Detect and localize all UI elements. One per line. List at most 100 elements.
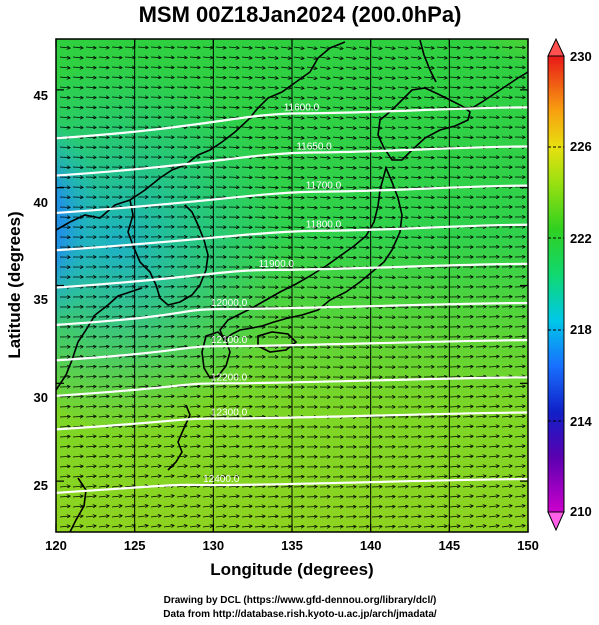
wind-vector-arrow: [293, 127, 304, 128]
wind-vector-arrow: [501, 396, 512, 397]
wind-vector-arrow: [449, 77, 460, 78]
wind-vector-arrow: [59, 117, 70, 118]
wind-vector-arrow: [202, 107, 213, 108]
wind-vector-arrow: [358, 157, 369, 158]
wind-vector-arrow: [111, 436, 122, 437]
wind-vector-arrow: [59, 446, 70, 447]
wind-vector-arrow: [215, 446, 226, 447]
wind-vector-arrow: [371, 157, 382, 158]
wind-vector-arrow: [254, 147, 265, 148]
wind-vector-arrow: [306, 57, 317, 59]
wind-vector-arrow: [59, 157, 70, 158]
contour-label: 11600.0: [284, 102, 320, 113]
wind-vector-arrow: [306, 237, 317, 238]
wind-vector-arrow: [293, 187, 304, 188]
wind-vector-arrow: [215, 137, 226, 138]
wind-vector-arrow: [514, 386, 525, 387]
wind-vector-arrow: [397, 237, 408, 238]
wind-vector-arrow: [488, 426, 499, 427]
wind-vector-arrow: [189, 396, 200, 397]
wind-vector-arrow: [280, 217, 291, 218]
wind-vector-arrow: [228, 127, 239, 128]
wind-vector-arrow: [59, 416, 70, 417]
wind-vector-arrow: [332, 247, 343, 248]
wind-vector-arrow: [475, 406, 486, 407]
wind-vector-arrow: [124, 436, 135, 437]
wind-vector-arrow: [488, 57, 499, 58]
chart-title: MSM 00Z18Jan2024 (200.0hPa): [139, 2, 462, 27]
y-tick-label: 40: [34, 195, 48, 210]
wind-vector-arrow: [306, 157, 317, 158]
wind-vector-arrow: [124, 67, 135, 68]
wind-vector-arrow: [150, 416, 161, 417]
wind-vector-arrow: [176, 87, 187, 88]
wind-vector-arrow: [267, 177, 278, 178]
colorbar-tick-label: 210: [570, 504, 592, 519]
wind-vector-arrow: [462, 47, 473, 48]
wind-vector-arrow: [228, 446, 239, 447]
wind-vector-arrow: [384, 167, 395, 168]
wind-vector-arrow: [449, 87, 460, 88]
wind-vector-arrow: [319, 287, 330, 288]
wind-vector-arrow: [111, 67, 122, 68]
wind-vector-arrow: [189, 57, 200, 58]
wind-vector-arrow: [280, 77, 291, 78]
wind-vector-arrow: [358, 107, 369, 108]
wind-vector-arrow: [332, 47, 343, 49]
wind-vector-arrow: [137, 376, 148, 377]
wind-vector-arrow: [306, 87, 317, 88]
wind-vector-arrow: [410, 127, 421, 128]
wind-vector-arrow: [319, 157, 330, 158]
wind-vector-arrow: [85, 57, 96, 58]
wind-vector-arrow: [176, 356, 187, 357]
wind-vector-arrow: [384, 117, 395, 118]
wind-vector-arrow: [189, 366, 200, 367]
wind-vector-arrow: [410, 87, 421, 88]
wind-vector-arrow: [85, 87, 96, 88]
wind-vector-arrow: [85, 456, 96, 457]
wind-vector-arrow: [384, 77, 395, 78]
wind-vector-arrow: [59, 107, 70, 108]
wind-vector-arrow: [306, 97, 317, 98]
wind-vector-arrow: [462, 87, 473, 88]
wind-vector-arrow: [267, 237, 278, 238]
wind-vector-arrow: [514, 416, 525, 417]
wind-vector-arrow: [228, 147, 239, 148]
wind-vector-arrow: [215, 127, 226, 128]
wind-vector-arrow: [163, 47, 174, 48]
wind-vector-arrow: [163, 57, 174, 58]
wind-vector-arrow: [215, 416, 226, 417]
wind-vector-arrow: [72, 456, 83, 457]
wind-vector-arrow: [514, 396, 525, 397]
wind-vector-arrow: [59, 87, 70, 88]
cold-core-region: [56, 80, 230, 400]
wind-vector-arrow: [371, 57, 382, 59]
wind-vector-arrow: [423, 167, 434, 168]
wind-vector-arrow: [436, 57, 447, 58]
wind-vector-arrow: [501, 326, 512, 327]
wind-vector-arrow: [462, 446, 473, 447]
wind-vector-arrow: [59, 456, 70, 457]
wind-vector-arrow: [293, 67, 304, 68]
wind-vector-arrow: [293, 247, 304, 248]
wind-vector-arrow: [371, 177, 382, 178]
wind-vector-arrow: [358, 147, 369, 148]
wind-vector-arrow: [59, 167, 70, 168]
wind-vector-arrow: [475, 356, 486, 357]
wind-vector-arrow: [215, 47, 226, 48]
wind-vector-arrow: [397, 147, 408, 148]
wind-vector-arrow: [150, 436, 161, 437]
wind-vector-arrow: [371, 67, 382, 69]
wind-vector-arrow: [345, 257, 356, 258]
wind-vector-arrow: [475, 416, 486, 417]
y-axis-label: Latitude (degrees): [5, 211, 24, 358]
wind-vector-arrow: [397, 257, 408, 258]
contour-label: 12100.0: [211, 335, 248, 346]
wind-vector-arrow: [228, 416, 239, 417]
wind-vector-arrow: [254, 177, 265, 178]
wind-vector-arrow: [514, 356, 525, 357]
wind-vector-arrow: [228, 406, 239, 407]
wind-vector-arrow: [371, 247, 382, 248]
wind-vector-arrow: [332, 107, 343, 108]
wind-vector-arrow: [358, 97, 369, 98]
